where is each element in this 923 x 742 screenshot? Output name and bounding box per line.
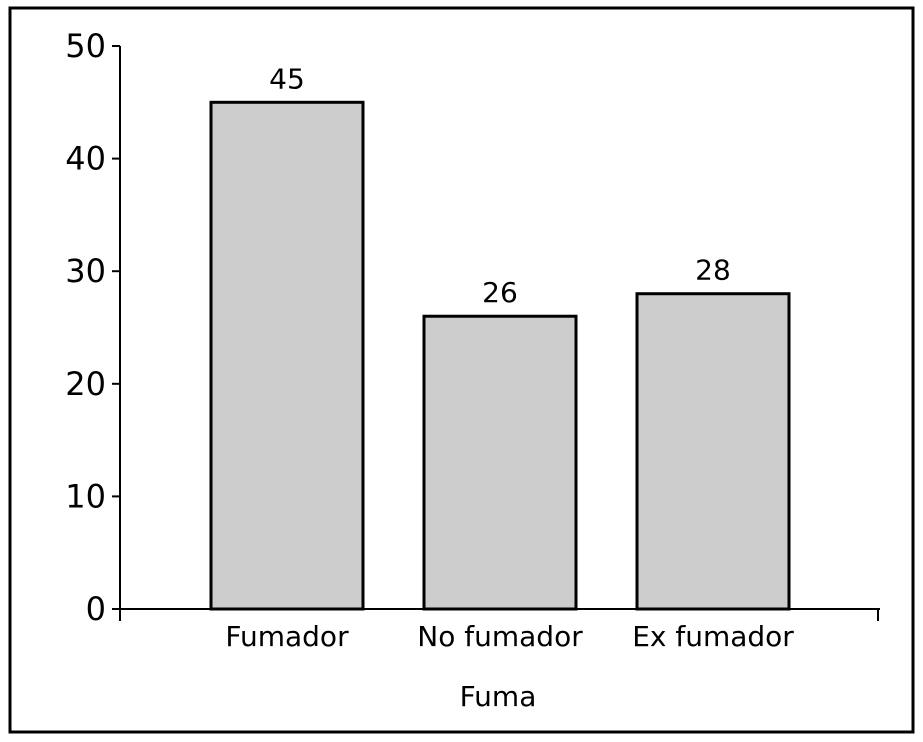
data-label: 26	[482, 276, 518, 309]
y-tick-label: 10	[65, 477, 106, 515]
y-tick-label: 30	[65, 252, 106, 290]
axes-layer	[119, 46, 880, 621]
y-tick-label: 0	[86, 590, 106, 628]
category-label: Ex fumador	[632, 620, 794, 653]
labels-layer: 0 10 20 30 40 50 45 Fumador 26 No fumador 28 Ex fum…	[65, 27, 794, 653]
category-label: Fumador	[225, 620, 349, 653]
bar-ex-fumador	[635, 292, 791, 611]
data-label: 45	[269, 62, 305, 95]
bar-no-fumador	[422, 314, 578, 611]
category-label: No fumador	[417, 620, 583, 653]
y-tick-label: 40	[65, 140, 106, 178]
data-label: 28	[695, 254, 731, 287]
bar-fumador	[209, 100, 365, 611]
x-axis-title: Fuma	[460, 680, 537, 713]
y-tick-label: 50	[65, 27, 106, 65]
bars-layer	[209, 100, 791, 611]
y-tick-label: 20	[65, 365, 106, 403]
ticks-layer	[112, 45, 120, 610]
